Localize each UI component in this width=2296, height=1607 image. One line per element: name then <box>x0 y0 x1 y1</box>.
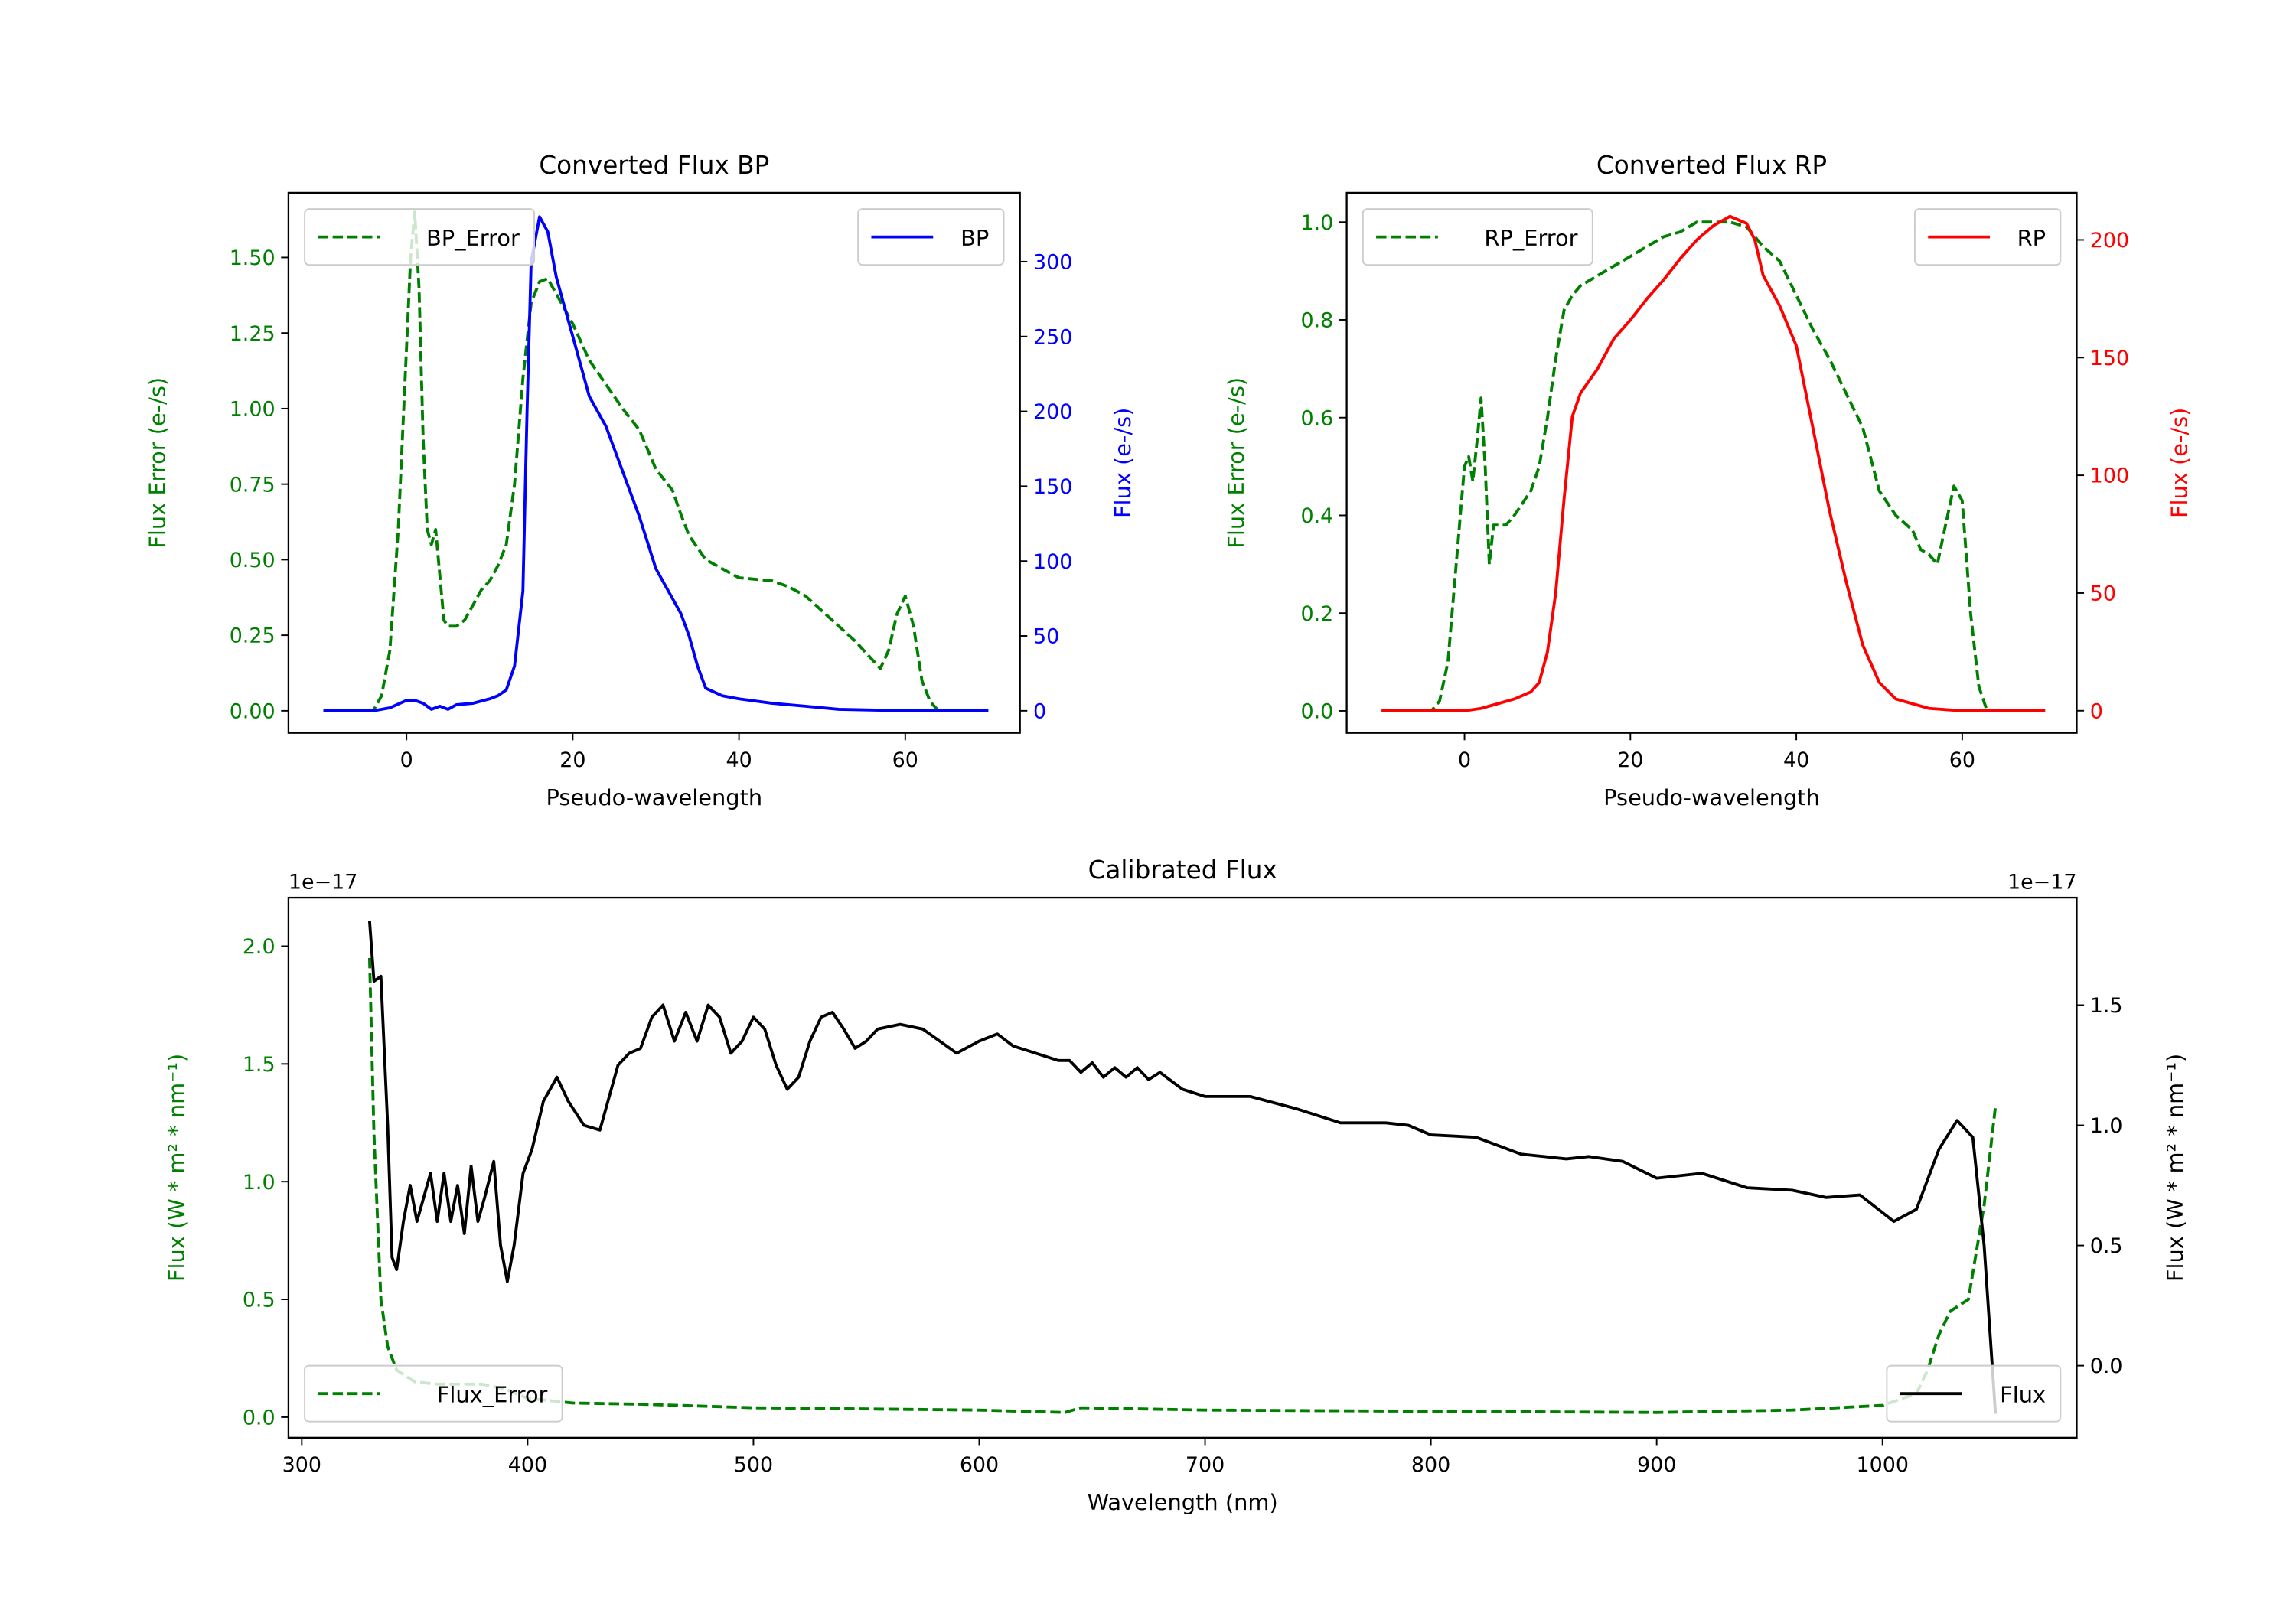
y-left-tick-label: 0.0 <box>243 1407 276 1430</box>
series-line-rp <box>1381 214 2046 712</box>
x-tick-label: 800 <box>1411 1453 1450 1477</box>
x-tick-label: 0 <box>1458 748 1471 772</box>
y-right-tick-label: 200 <box>2090 229 2129 253</box>
x-axis-label: Pseudo-wavelength <box>546 784 762 810</box>
y-left-tick-label: 1.50 <box>230 246 276 270</box>
y-right-tick-label: 150 <box>1033 475 1072 499</box>
series-line-flux <box>367 921 1998 1414</box>
x-tick-label: 20 <box>559 748 585 772</box>
y-left-offset-text: 1e−17 <box>289 871 357 895</box>
y-right-axis-label: Flux (W * m² * nm⁻¹) <box>2162 1054 2188 1282</box>
y-left-tick-label: 1.25 <box>230 322 276 346</box>
y-left-tick-label: 1.0 <box>1301 211 1334 235</box>
y-right-axis-label: Flux (e-/s) <box>2167 408 2193 518</box>
calibrated-chart: 300 400 500 600 700 800 900 1000 0.0 0.5 1.0 1.5 2.0… <box>163 856 2188 1515</box>
y-right-tick-label: 200 <box>1033 400 1072 424</box>
y-left-tick-label: 0.75 <box>230 473 276 497</box>
x-tick-label: 500 <box>734 1453 773 1477</box>
y-right-tick-label: 100 <box>2090 464 2129 488</box>
axes-frame <box>287 191 1021 734</box>
bp-chart: 0 20 40 60 0.00 0.25 0.50 0.75 1.00 1.25 1.50 0 50 10… <box>144 151 1136 810</box>
y-right-tick-label: 250 <box>1033 325 1072 349</box>
y-right-offset-text: 1e−17 <box>2007 871 2076 895</box>
series-line-bp-error <box>323 210 989 712</box>
y-right-tick-label: 50 <box>1033 625 1059 649</box>
legend-box <box>1362 208 1593 266</box>
legend-label: Flux_Error <box>437 1382 548 1408</box>
legend-rp-error: RP_Error <box>1362 208 1593 266</box>
chart-title: Converted Flux RP <box>1596 151 1827 180</box>
legend-box <box>304 208 536 266</box>
y-left-tick-label: 1.5 <box>243 1053 276 1077</box>
y-left-axis-label: Flux (W * m² * nm⁻¹) <box>163 1054 189 1282</box>
y-left-tick-label: 2.0 <box>243 935 276 959</box>
series-line-flux-error <box>367 957 1998 1414</box>
y-left-tick-label: 0.50 <box>230 549 276 572</box>
legend-rp: RP <box>1913 208 2062 266</box>
legend-label: Flux <box>2000 1382 2046 1408</box>
y-right-axis-label: Flux (e-/s) <box>1110 408 1136 518</box>
y-left-tick-label: 0.6 <box>1301 406 1334 430</box>
y-left-tick-label: 0.2 <box>1301 602 1334 626</box>
y-right-tick-label: 0 <box>1033 699 1046 723</box>
y-left-axis-label: Flux Error (e-/s) <box>1223 377 1249 549</box>
x-tick-label: 600 <box>960 1453 999 1477</box>
y-right-tick-label: 0.5 <box>2090 1234 2123 1258</box>
x-tick-label: 20 <box>1617 748 1643 772</box>
legend-label: BP_Error <box>426 225 520 251</box>
x-tick-label: 900 <box>1637 1453 1676 1477</box>
series-line-bp <box>323 215 989 712</box>
chart-title: Converted Flux BP <box>539 151 769 180</box>
y-right-tick-label: 50 <box>2090 582 2116 606</box>
y-left-tick-label: 0.5 <box>243 1289 276 1312</box>
x-tick-label: 0 <box>400 748 413 772</box>
y-left-tick-label: 1.0 <box>243 1171 276 1195</box>
x-tick-label: 40 <box>1783 748 1809 772</box>
rp-chart: 0 20 40 60 0.0 0.2 0.4 0.6 0.8 1.0 0 50 100 150 200 Con… <box>1223 151 2193 810</box>
series-line-rp-error <box>1381 220 2046 712</box>
y-right-tick-label: 1.5 <box>2090 994 2123 1018</box>
legend-label: RP <box>2017 225 2046 251</box>
y-left-tick-label: 0.0 <box>1301 700 1334 724</box>
legend-box <box>1886 1364 2062 1423</box>
y-left-tick-label: 0.00 <box>230 699 276 723</box>
y-left-tick-label: 0.25 <box>230 624 276 648</box>
axes-frame <box>287 896 2078 1439</box>
legend-bp: BP <box>857 208 1005 266</box>
y-right-tick-label: 1.0 <box>2090 1114 2123 1138</box>
y-right-tick-label: 100 <box>1033 550 1072 574</box>
chart-title: Calibrated Flux <box>1088 856 1277 885</box>
y-right-tick-label: 150 <box>2090 347 2129 370</box>
y-left-tick-label: 0.4 <box>1301 504 1334 528</box>
x-axis-label: Pseudo-wavelength <box>1603 784 1820 810</box>
x-tick-label: 700 <box>1186 1453 1225 1477</box>
x-tick-label: 40 <box>726 748 752 772</box>
x-tick-label: 1000 <box>1856 1453 1908 1477</box>
legend-label: BP <box>960 225 989 251</box>
x-tick-label: 60 <box>892 748 918 772</box>
legend-box <box>304 1364 563 1423</box>
x-tick-label: 60 <box>1949 748 1975 772</box>
legend-flux: Flux <box>1886 1364 2062 1423</box>
y-right-tick-label: 0.0 <box>2090 1354 2123 1378</box>
y-right-tick-label: 300 <box>1033 251 1072 275</box>
legend-flux-error: Flux_Error <box>304 1364 563 1423</box>
y-left-tick-label: 0.8 <box>1301 309 1334 333</box>
x-axis-label: Wavelength (nm) <box>1088 1489 1278 1515</box>
x-tick-label: 400 <box>508 1453 547 1477</box>
x-tick-label: 300 <box>282 1453 321 1477</box>
legend-bp-error: BP_Error <box>304 208 536 266</box>
y-left-tick-label: 1.00 <box>230 398 276 422</box>
y-right-tick-label: 0 <box>2090 699 2103 723</box>
y-left-axis-label: Flux Error (e-/s) <box>144 377 170 549</box>
legend-label: RP_Error <box>1484 225 1577 251</box>
axes-frame <box>1345 191 2078 734</box>
